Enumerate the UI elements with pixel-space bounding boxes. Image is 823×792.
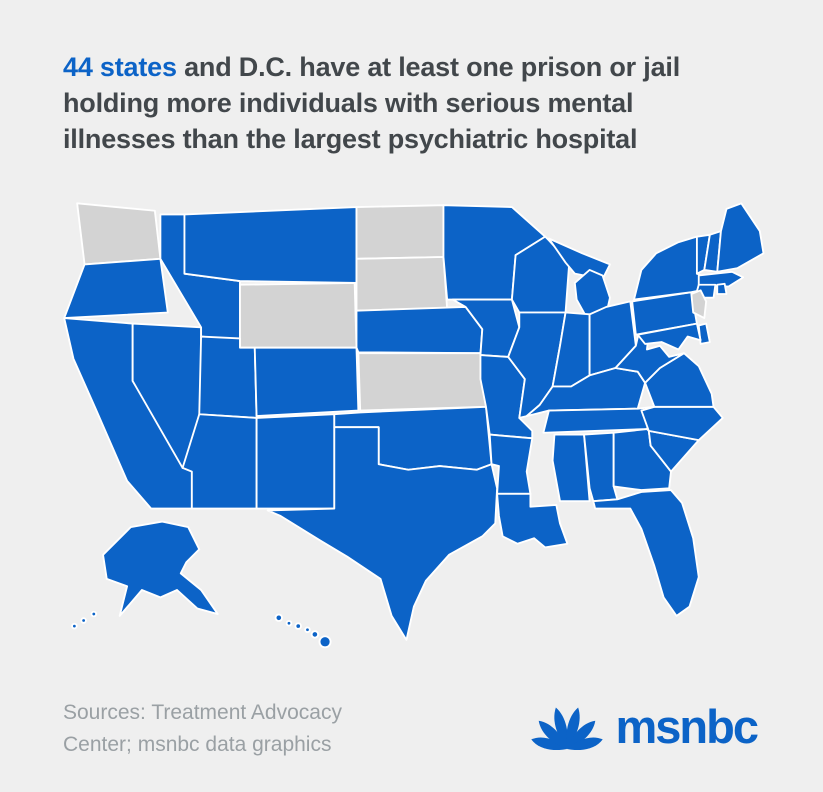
state-wa (76, 202, 162, 266)
source-line-1: Sources: Treatment Advocacy (63, 701, 342, 724)
state-wi (510, 235, 571, 314)
msnbc-wordmark: msnbc (615, 699, 759, 753)
state-me (716, 202, 765, 273)
state-wy (239, 281, 358, 349)
state-nd (355, 204, 445, 260)
state-tn (542, 405, 656, 434)
state-mi (547, 237, 611, 318)
state-ak (71, 520, 219, 630)
chart-title: 44 states and D.C. have at least one pri… (63, 50, 735, 158)
state-sd (355, 256, 449, 312)
source-line-2: Center; msnbc data graphics (63, 732, 332, 756)
title-rest: and D.C. have at least one prison or jai… (63, 52, 681, 154)
state-ut (198, 335, 258, 419)
nbc-peacock-icon (530, 707, 603, 750)
us-choropleth-map (42, 183, 782, 664)
source-note: Sources: Treatment Advocacy Center; msnb… (63, 697, 342, 760)
state-co (253, 346, 360, 418)
state-ri (716, 282, 728, 295)
state-la (496, 492, 569, 549)
state-mt (183, 206, 358, 284)
title-highlight: 44 states (63, 52, 177, 82)
state-ne (355, 306, 484, 355)
state-ks (357, 352, 487, 412)
state-fl (592, 489, 700, 617)
state-or (63, 257, 169, 319)
state-ms (551, 433, 591, 503)
state-nm (255, 413, 336, 510)
state-ma (697, 270, 745, 288)
state-tx (266, 426, 499, 641)
state-nj (690, 289, 708, 319)
us-map-svg (63, 202, 765, 649)
msnbc-logo: msnbc (528, 699, 759, 753)
state-hi (274, 613, 332, 649)
state-md (636, 322, 702, 351)
